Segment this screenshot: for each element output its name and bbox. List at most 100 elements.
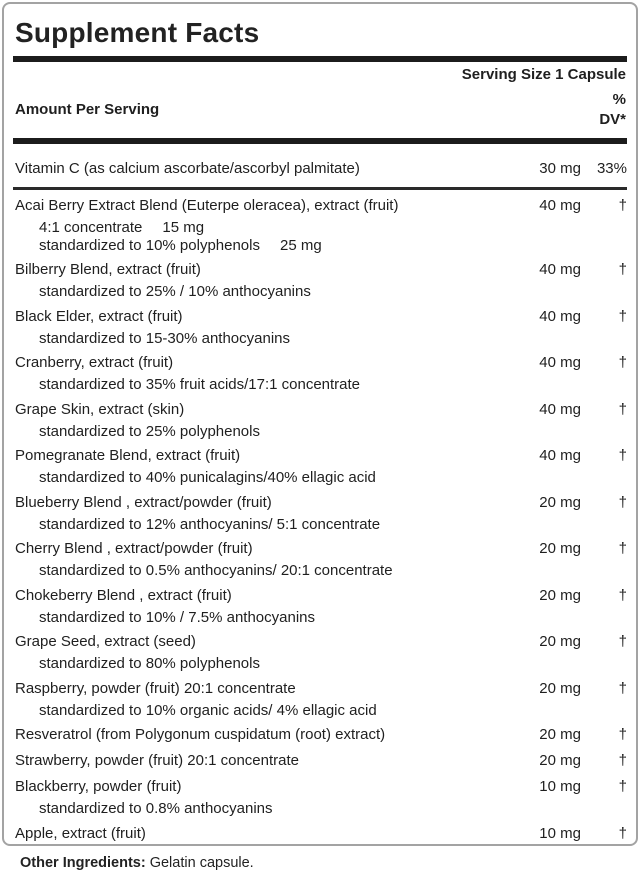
ingredient-dv: † — [618, 400, 627, 418]
ingredient-dv: 33% — [596, 160, 627, 177]
ingredient-row: Black Elder, extract (fruit) 40 mg † — [13, 307, 627, 327]
ingredient-subs: standardized to 0.8% anthocyanins — [13, 797, 627, 818]
ingredient-amount: 10 mg — [539, 824, 581, 842]
ingredient-sub-line: standardized to 80% polyphenols — [39, 655, 627, 673]
ingredient-row: Chokeberry Blend , extract (fruit) 20 mg… — [13, 586, 627, 606]
ingredient-dv: † — [618, 679, 627, 697]
serving-size-text: Serving Size 1 Capsule — [461, 66, 626, 83]
ingredient-amount: 40 mg — [539, 307, 581, 325]
ingredient-dv: † — [618, 824, 627, 842]
ingredient-row-group: Vitamin C (as calcium ascorbate/ascorbyl… — [13, 159, 627, 179]
ingredient-sub-line: standardized to 25% polyphenols — [39, 423, 627, 441]
other-ingredients-label: Other Ingredients: — [20, 855, 146, 871]
ingredient-sub-line: standardized to 0.8% anthocyanins — [39, 800, 627, 818]
ingredient-amount: 40 mg — [539, 197, 581, 214]
ingredient-rows: Vitamin C (as calcium ascorbate/ascorbyl… — [13, 144, 627, 845]
ingredient-dv: † — [618, 586, 627, 604]
ingredient-amount: 20 mg — [539, 586, 581, 604]
ingredient-amount: 20 mg — [539, 540, 581, 557]
ingredient-sub-line: standardized to 25% / 10% anthocyanins — [39, 283, 627, 301]
ingredient-name: Blueberry Blend , extract/powder (fruit) — [15, 493, 272, 511]
ingredient-amount: 20 mg — [539, 633, 581, 650]
ingredient-name: Apple, extract (fruit) — [15, 824, 146, 842]
sub-line-text: standardized to 0.8% anthocyanins — [39, 800, 273, 817]
sub-line-text: standardized to 10% / 7.5% anthocyanins — [39, 608, 316, 626]
ingredient-sub-line: standardized to 12% anthocyanins/ 5:1 co… — [39, 516, 627, 534]
ingredient-subs: standardized to 10% / 7.5% anthocyanins — [13, 606, 627, 627]
ingredient-subs: standardized to 10% organic acids/ 4% el… — [13, 699, 627, 720]
panel-title: Supplement Facts — [15, 17, 260, 48]
ingredient-amount: 20 mg — [539, 679, 581, 697]
ingredient-name: Pomegranate Blend, extract (fruit) — [15, 447, 241, 464]
ingredient-name: Vitamin C (as calcium ascorbate/ascorbyl… — [15, 160, 360, 177]
ingredient-amount: 20 mg — [539, 726, 581, 743]
ingredient-subs: standardized to 35% fruit acids/17:1 con… — [13, 373, 627, 394]
ingredient-sub-line: standardized to 10% polyphenols 25 mg — [39, 237, 627, 255]
ingredient-row: Cherry Blend , extract/powder (fruit) 20… — [13, 539, 627, 559]
sub-line-text: standardized to 15-30% anthocyanins — [39, 329, 291, 347]
percent-dv-header-line1: % — [612, 91, 626, 108]
sub-line-amount: 25 mg — [280, 236, 322, 254]
ingredient-subs: 4:1 concentrate 15 mg standardized to 10% … — [13, 216, 627, 254]
sub-line-text: standardized to 12% anthocyanins/ 5:1 co… — [39, 515, 381, 533]
ingredient-amount: 20 mg — [539, 752, 581, 769]
ingredient-sub-line: standardized to 35% fruit acids/17:1 con… — [39, 376, 627, 394]
ingredient-dv: † — [618, 778, 627, 795]
other-ingredients-line: Other Ingredients: Gelatin capsule. — [20, 854, 254, 872]
ingredient-name: Bilberry Blend, extract (fruit) — [15, 261, 201, 278]
column-header-row: Amount Per Serving % DV* — [13, 86, 627, 138]
ingredient-amount: 40 mg — [539, 261, 581, 278]
supplement-facts-panel: Supplement Facts Serving Size 1 Capsule … — [2, 2, 638, 846]
ingredient-row: Resveratrol (from Polygonum cuspidatum (… — [13, 725, 627, 745]
ingredient-subs: standardized to 75% polyphenols — [13, 844, 627, 845]
ingredient-subs: standardized to 25% / 10% anthocyanins — [13, 280, 627, 301]
ingredient-row: Bilberry Blend, extract (fruit) 40 mg † — [13, 260, 627, 280]
ingredient-row: Apple, extract (fruit) 10 mg † — [13, 824, 627, 844]
ingredient-amount: 30 mg — [539, 160, 581, 177]
ingredient-row-group: Resveratrol (from Polygonum cuspidatum (… — [13, 725, 627, 745]
ingredient-row: Grape Seed, extract (seed) 20 mg † — [13, 632, 627, 652]
ingredient-row-group: Chokeberry Blend , extract (fruit) 20 mg… — [13, 586, 627, 627]
ingredient-name: Blackberry, powder (fruit) — [15, 778, 182, 795]
ingredient-row-group: Black Elder, extract (fruit) 40 mg † sta… — [13, 307, 627, 348]
ingredient-sub-line: standardized to 40% punicalagins/40% ell… — [39, 469, 627, 487]
ingredient-row: Vitamin C (as calcium ascorbate/ascorbyl… — [13, 159, 627, 179]
ingredient-name: Raspberry, powder (fruit) 20:1 concentra… — [15, 679, 296, 697]
title-divider-bar — [13, 56, 627, 62]
ingredient-amount: 40 mg — [539, 400, 581, 418]
sub-line-text: standardized to 80% polyphenols — [39, 655, 260, 672]
ingredient-dv: † — [618, 493, 627, 511]
ingredient-name: Cranberry, extract (fruit) — [15, 354, 174, 371]
vitamin-section-divider — [13, 187, 627, 190]
ingredient-name: Black Elder, extract (fruit) — [15, 307, 183, 325]
ingredient-row-group: Pomegranate Blend, extract (fruit) 40 mg… — [13, 446, 627, 487]
ingredient-row-group: Bilberry Blend, extract (fruit) 40 mg † … — [13, 260, 627, 301]
sub-line-text: standardized to 40% punicalagins/40% ell… — [39, 469, 376, 486]
percent-dv-header-line2: DV* — [599, 111, 626, 128]
ingredient-amount: 40 mg — [539, 447, 581, 464]
ingredient-row-group: Cranberry, extract (fruit) 40 mg † stand… — [13, 353, 627, 394]
ingredient-row: Blackberry, powder (fruit) 10 mg † — [13, 777, 627, 797]
sub-line-text: 4:1 concentrate — [39, 219, 143, 236]
ingredient-row: Grape Skin, extract (skin) 40 mg † — [13, 400, 627, 420]
ingredient-amount: 40 mg — [539, 354, 581, 371]
ingredient-sub-line: standardized to 10% / 7.5% anthocyanins — [39, 609, 627, 627]
ingredient-row-group: Apple, extract (fruit) 10 mg † standardi… — [13, 824, 627, 845]
ingredient-dv: † — [618, 197, 627, 214]
ingredient-row: Strawberry, powder (fruit) 20:1 concentr… — [13, 751, 627, 771]
ingredient-dv: † — [618, 633, 627, 650]
ingredient-sub-line: standardized to 15-30% anthocyanins — [39, 330, 627, 348]
sub-line-text: standardized to 35% fruit acids/17:1 con… — [39, 376, 361, 393]
ingredient-row: Raspberry, powder (fruit) 20:1 concentra… — [13, 679, 627, 699]
ingredient-name: Cherry Blend , extract/powder (fruit) — [15, 540, 253, 557]
ingredient-row: Blueberry Blend , extract/powder (fruit)… — [13, 493, 627, 513]
sub-line-text: standardized to 10% polyphenols — [39, 236, 260, 254]
ingredient-amount: 20 mg — [539, 493, 581, 511]
ingredient-name: Resveratrol (from Polygonum cuspidatum (… — [15, 726, 386, 743]
ingredient-row-group: Raspberry, powder (fruit) 20:1 concentra… — [13, 679, 627, 720]
sub-line-text: standardized to 25% / 10% anthocyanins — [39, 283, 311, 300]
ingredient-dv: † — [618, 307, 627, 325]
ingredient-dv: † — [618, 354, 627, 371]
sub-line-text: standardized to 25% polyphenols — [39, 422, 260, 440]
ingredient-row-group: Cherry Blend , extract/powder (fruit) 20… — [13, 539, 627, 580]
